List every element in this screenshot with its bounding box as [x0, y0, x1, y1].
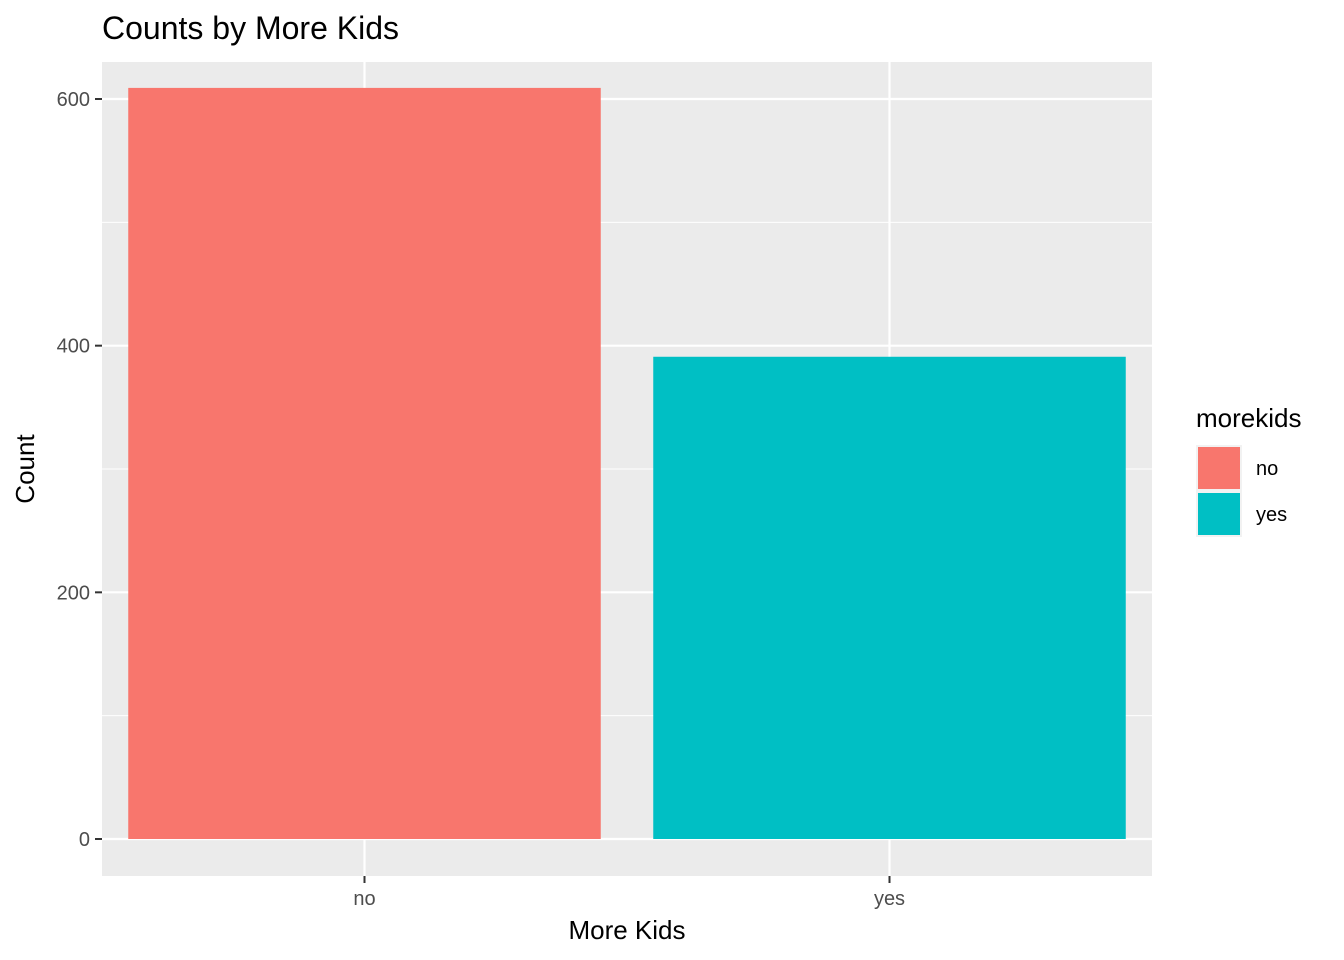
y-tick-label: 0: [79, 829, 90, 851]
x-tick-label: no: [353, 888, 375, 910]
x-axis-title: More Kids: [568, 915, 685, 945]
bars: [128, 87, 1126, 839]
legend-swatch-no: [1198, 447, 1240, 489]
legend-label-yes: yes: [1256, 504, 1287, 526]
legend-swatch-yes: [1198, 493, 1240, 535]
bar-no: [128, 87, 601, 839]
y-axis: 0 200 400 600: [57, 89, 102, 851]
chart-title: Counts by More Kids: [102, 10, 399, 46]
x-axis: no yes: [353, 876, 905, 910]
legend-title: morekids: [1196, 403, 1301, 433]
y-tick-label: 200: [57, 582, 90, 604]
legend: morekids no yes: [1196, 403, 1301, 537]
bar-yes: [653, 356, 1126, 839]
y-axis-title: Count: [10, 434, 40, 504]
y-tick-label: 600: [57, 89, 90, 111]
x-tick-label: yes: [874, 888, 905, 910]
legend-label-no: no: [1256, 458, 1278, 480]
y-tick-label: 400: [57, 336, 90, 358]
